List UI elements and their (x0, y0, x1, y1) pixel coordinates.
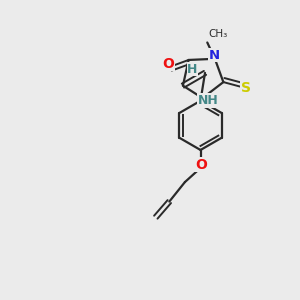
Text: S: S (241, 80, 251, 94)
Text: O: O (162, 57, 174, 70)
Text: H: H (187, 63, 198, 76)
Text: CH₃: CH₃ (208, 29, 228, 39)
Text: O: O (195, 158, 207, 172)
Text: N: N (209, 49, 220, 62)
Text: NH: NH (197, 94, 218, 107)
